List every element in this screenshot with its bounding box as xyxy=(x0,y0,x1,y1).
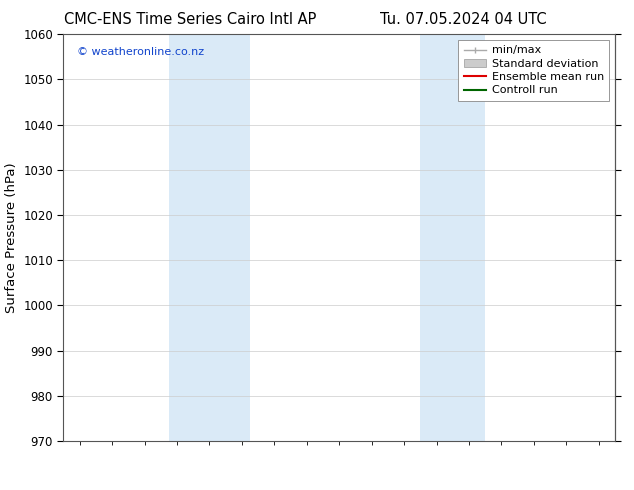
Text: © weatheronline.co.nz: © weatheronline.co.nz xyxy=(77,47,204,56)
Bar xyxy=(169,34,250,441)
Text: CMC-ENS Time Series Cairo Intl AP: CMC-ENS Time Series Cairo Intl AP xyxy=(64,12,316,27)
Legend: min/max, Standard deviation, Ensemble mean run, Controll run: min/max, Standard deviation, Ensemble me… xyxy=(458,40,609,101)
Text: Tu. 07.05.2024 04 UTC: Tu. 07.05.2024 04 UTC xyxy=(380,12,546,27)
Y-axis label: Surface Pressure (hPa): Surface Pressure (hPa) xyxy=(4,162,18,313)
Bar xyxy=(420,34,485,441)
